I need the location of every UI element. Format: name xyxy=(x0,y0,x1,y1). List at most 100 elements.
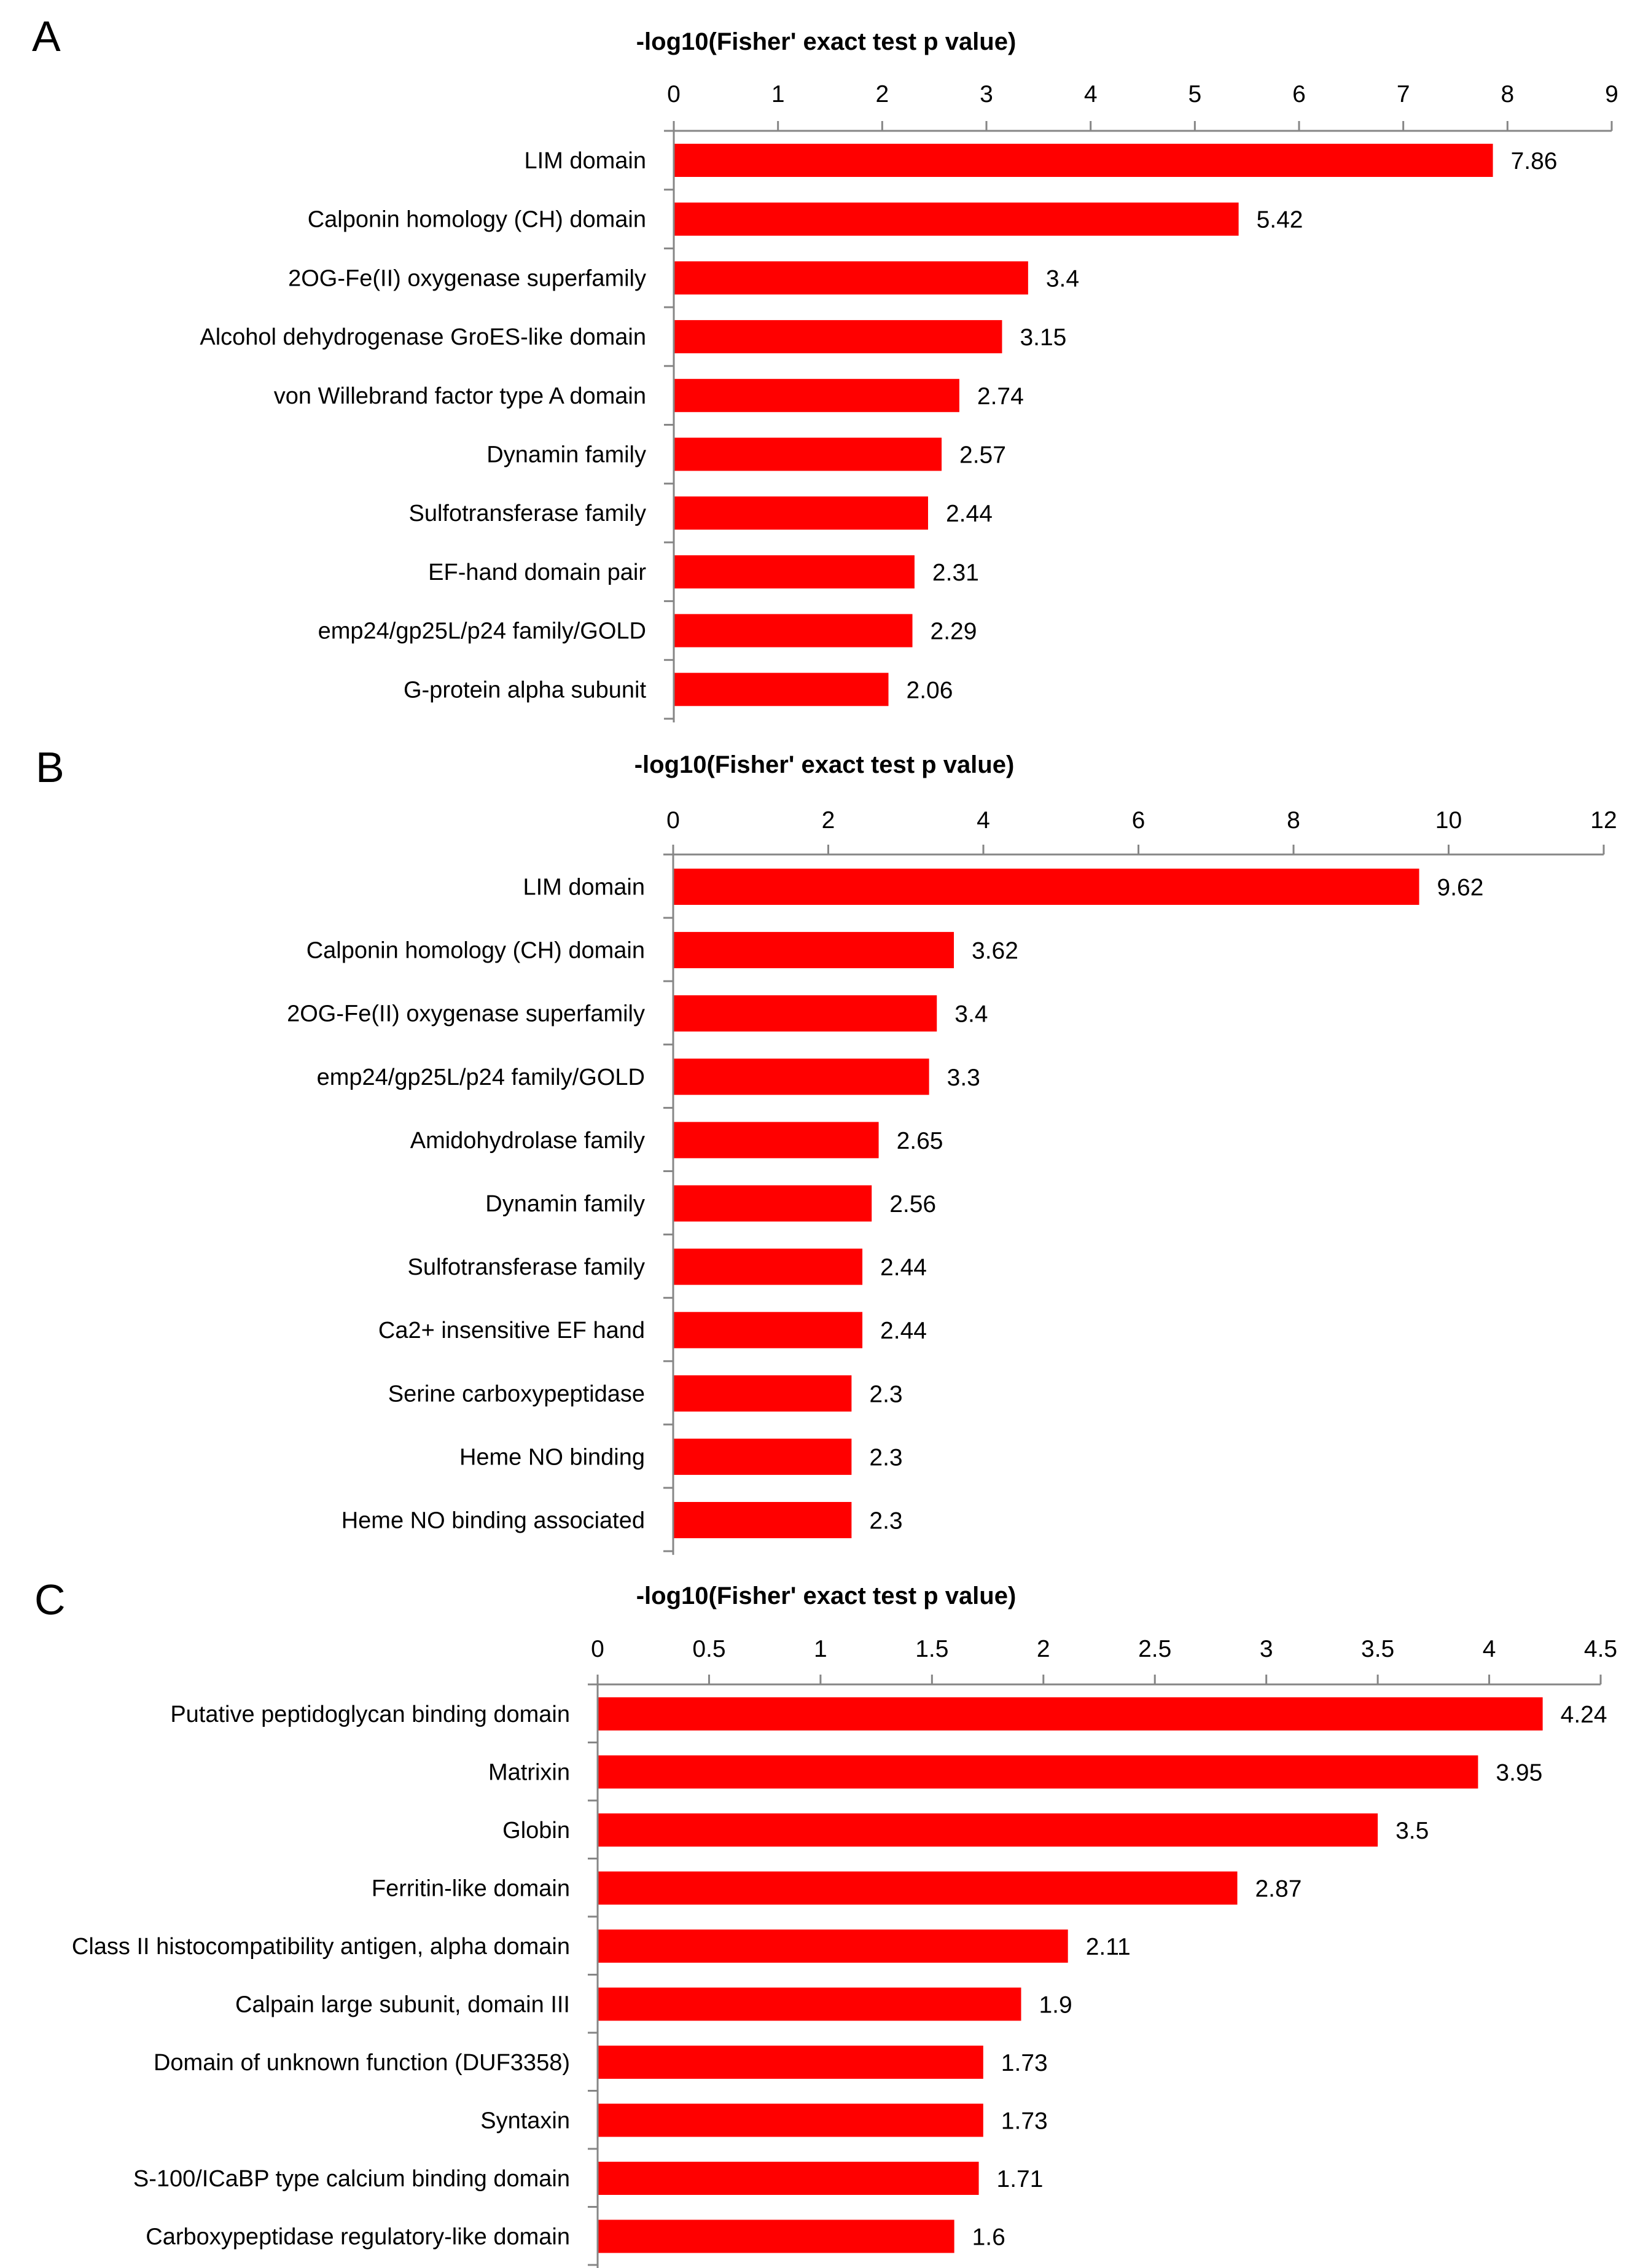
bar xyxy=(674,378,959,412)
category-label: Syntaxin xyxy=(480,2108,570,2134)
x-tick-label: 8 xyxy=(1501,81,1514,108)
bar xyxy=(598,1930,1068,1963)
value-label: 2.44 xyxy=(880,1254,927,1281)
x-tick-label: 3.5 xyxy=(1361,1636,1394,1662)
category-label: Sulfotransferase family xyxy=(408,1254,646,1280)
x-tick-label: 0.5 xyxy=(692,1636,725,1662)
panel-c-chart: C -log10(Fisher' exact test p value) 0 0.… xyxy=(34,1576,1617,2268)
category-label: Amidohydrolase family xyxy=(410,1128,645,1154)
panel-a-chart: A -log10(Fisher' exact test p value) 0 1 2… xyxy=(32,12,1618,722)
category-label: Sulfotransferase family xyxy=(409,501,647,526)
bar xyxy=(674,1248,863,1285)
bar xyxy=(674,614,913,647)
bar xyxy=(674,673,889,706)
value-label: 3.4 xyxy=(1046,265,1079,292)
category-label: Serine carboxypeptidase xyxy=(388,1381,645,1407)
category-label: Domain of unknown function (DUF3358) xyxy=(154,2050,570,2076)
panel-b-axis-title: -log10(Fisher' exact test p value) xyxy=(634,751,1015,778)
value-label: 1.71 xyxy=(997,2166,1044,2192)
bar xyxy=(598,1813,1378,1847)
panel-letter-c: C xyxy=(34,1576,66,1624)
x-tick-label: 0 xyxy=(666,807,680,834)
value-label: 2.29 xyxy=(931,619,977,645)
value-label: 2.3 xyxy=(869,1444,902,1471)
value-label: 2.44 xyxy=(946,501,993,527)
x-tick-label: 5 xyxy=(1188,81,1201,108)
value-label: 3.95 xyxy=(1496,1760,1542,1786)
value-label: 2.06 xyxy=(907,677,953,703)
category-label: Ferritin-like domain xyxy=(372,1876,570,1902)
bar xyxy=(598,2103,983,2137)
panel-c-axis-title: -log10(Fisher' exact test p value) xyxy=(636,1582,1017,1609)
value-label: 1.9 xyxy=(1039,1992,1072,2019)
value-label: 3.62 xyxy=(972,938,1018,964)
category-label: EF-hand domain pair xyxy=(428,560,646,585)
value-label: 2.3 xyxy=(869,1508,902,1535)
category-label: Dynamin family xyxy=(486,442,646,468)
bar xyxy=(674,496,928,530)
category-label: Calponin homology (CH) domain xyxy=(308,207,646,233)
bar xyxy=(674,1438,852,1475)
x-tick-label: 2 xyxy=(1037,1636,1050,1662)
bar xyxy=(674,1122,879,1159)
value-label: 2.65 xyxy=(897,1128,943,1154)
value-label: 2.57 xyxy=(959,442,1006,469)
x-tick-label: 4.5 xyxy=(1584,1636,1617,1662)
panel-a-axis-title: -log10(Fisher' exact test p value) xyxy=(636,28,1017,55)
category-label: Putative peptidoglycan binding domain xyxy=(170,1702,570,1727)
bar xyxy=(598,1697,1543,1730)
value-label: 2.3 xyxy=(869,1381,902,1407)
x-tick-label: 6 xyxy=(1132,807,1146,834)
value-label: 3.15 xyxy=(1020,324,1066,351)
category-label: emp24/gp25L/p24 family/GOLD xyxy=(317,1065,645,1090)
x-tick-label: 1 xyxy=(814,1636,827,1662)
bar xyxy=(674,555,915,589)
x-tick-label: 8 xyxy=(1287,807,1300,834)
x-tick-label: 2 xyxy=(875,81,889,108)
bar xyxy=(674,261,1028,295)
bar xyxy=(674,1502,852,1538)
bar xyxy=(674,202,1239,236)
bar xyxy=(598,2162,979,2195)
category-label: 2OG-Fe(II) oxygenase superfamily xyxy=(288,265,646,291)
bar xyxy=(674,320,1002,354)
value-label: 3.3 xyxy=(947,1065,980,1091)
value-label: 3.5 xyxy=(1395,1818,1429,1844)
category-label: von Willebrand factor type A domain xyxy=(274,383,646,409)
x-tick-label: 1 xyxy=(771,81,785,108)
category-label: Globin xyxy=(502,1818,570,1844)
panel-letter-b: B xyxy=(36,743,64,791)
x-tick-label: 3 xyxy=(980,81,993,108)
value-label: 9.62 xyxy=(1437,875,1484,901)
bar xyxy=(674,1375,852,1412)
x-tick-label: 4 xyxy=(1084,81,1098,108)
category-label: S-100/ICaBP type calcium binding domain xyxy=(133,2166,570,2192)
category-label: LIM domain xyxy=(524,148,646,174)
panel-b-chart: B -log10(Fisher' exact test p value) 0 2 4… xyxy=(36,743,1617,1555)
x-tick-label: 4 xyxy=(977,807,990,834)
bar xyxy=(674,1312,863,1348)
value-label: 1.73 xyxy=(1001,2050,1048,2076)
x-tick-label: 2.5 xyxy=(1138,1636,1171,1662)
category-label: Dynamin family xyxy=(485,1191,645,1217)
value-label: 4.24 xyxy=(1561,1702,1607,1728)
x-tick-label: 0 xyxy=(667,81,681,108)
category-label: Ca2+ insensitive EF hand xyxy=(378,1318,645,1343)
category-label: emp24/gp25L/p24 family/GOLD xyxy=(318,619,646,644)
category-label: 2OG-Fe(II) oxygenase superfamily xyxy=(287,1001,645,1027)
value-label: 3.4 xyxy=(954,1001,988,1028)
x-tick-label: 2 xyxy=(822,807,835,834)
x-tick-label: 4 xyxy=(1483,1636,1496,1662)
value-label: 1.73 xyxy=(1001,2108,1048,2135)
value-label: 7.86 xyxy=(1511,148,1558,174)
x-tick-label: 10 xyxy=(1435,807,1462,834)
category-label: Class II histocompatibility antigen, alp… xyxy=(72,1934,570,1960)
bar xyxy=(674,437,942,471)
bar xyxy=(598,1755,1478,1789)
x-tick-label: 3 xyxy=(1260,1636,1273,1662)
category-label: Heme NO binding xyxy=(459,1444,645,1470)
value-label: 2.74 xyxy=(977,383,1024,410)
x-tick-label: 1.5 xyxy=(915,1636,948,1662)
bar xyxy=(674,995,937,1032)
